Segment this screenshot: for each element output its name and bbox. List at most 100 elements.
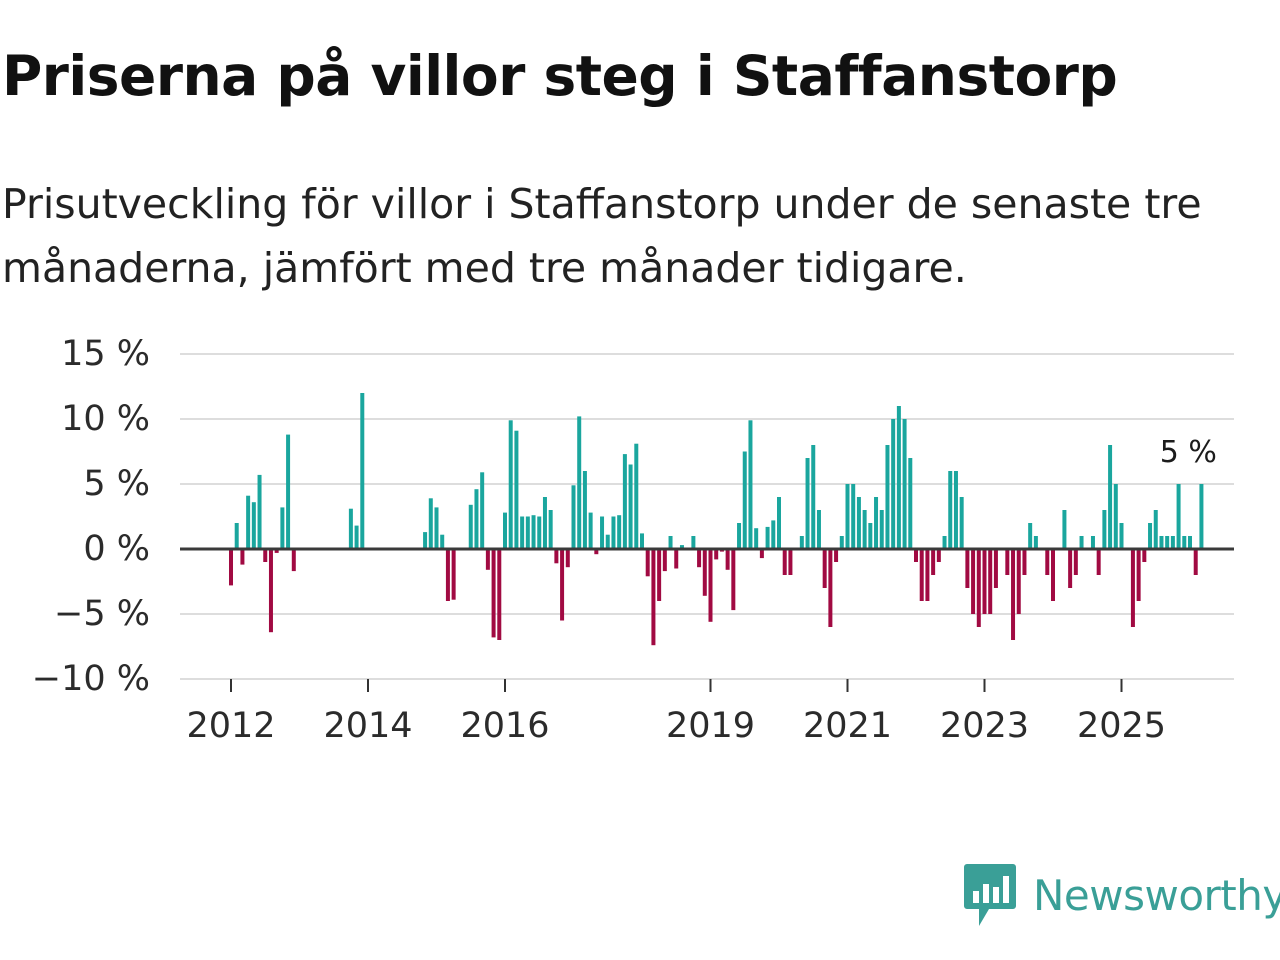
bar: [1193, 549, 1198, 575]
bar: [291, 549, 296, 572]
bar: [1108, 445, 1113, 549]
bar: [674, 549, 679, 569]
bar: [1188, 536, 1192, 549]
bar: [942, 536, 947, 549]
bar: [423, 532, 428, 549]
bar: [657, 549, 662, 601]
bar: [628, 464, 633, 549]
bar: [520, 516, 525, 549]
y-tick-label: 0 %: [83, 529, 150, 569]
bar: [440, 534, 445, 549]
bar: [993, 549, 998, 588]
bar: [428, 498, 433, 549]
bar: [611, 516, 616, 549]
bar: [988, 549, 993, 614]
bar: [856, 497, 861, 549]
bar: [645, 549, 650, 577]
bar: [702, 549, 707, 596]
bar: [588, 512, 593, 549]
bar: [1090, 536, 1095, 549]
bar: [474, 489, 479, 549]
bar: [834, 549, 839, 562]
y-tick-label: 5 %: [83, 464, 150, 504]
bar: [480, 472, 485, 549]
bar: [1148, 523, 1153, 549]
bar: [1016, 549, 1021, 614]
bar: [1153, 510, 1158, 549]
bar: [571, 485, 576, 549]
bar: [354, 525, 359, 549]
bar: [874, 497, 879, 549]
bar: [862, 510, 867, 549]
bar: [914, 549, 918, 562]
bar: [737, 523, 742, 549]
bar: [805, 458, 810, 549]
y-tick-label: 10 %: [61, 399, 150, 439]
bar: [600, 516, 605, 549]
bar: [503, 512, 507, 549]
bar: [246, 495, 251, 549]
bar: [777, 497, 781, 549]
bar: [811, 445, 816, 549]
x-tick-label: 2021: [803, 706, 892, 746]
annotation-group: 5 %: [1160, 435, 1217, 470]
bar: [936, 549, 941, 562]
bar: [1033, 536, 1038, 549]
bar: [1011, 549, 1016, 640]
y-axis-labels: 15 % 10 % 5 % 0 % −5 % −10 %: [32, 334, 150, 699]
x-tick-label: 2023: [940, 706, 1029, 746]
x-axis: 2012 2014 2016 2019 2021 2023 2025: [186, 679, 1166, 746]
bar: [953, 471, 958, 549]
bar: [1068, 549, 1073, 588]
bar: [1142, 549, 1147, 562]
x-tick-label: 2019: [666, 706, 755, 746]
y-tick-label: −5 %: [54, 594, 150, 634]
bar: [274, 549, 279, 553]
bar: [1022, 549, 1027, 575]
bar: [468, 504, 473, 549]
bar: [971, 549, 976, 614]
bar: [508, 420, 513, 549]
bar: [617, 515, 622, 549]
bar: [582, 471, 587, 549]
bar: [1130, 549, 1135, 627]
bar: [1182, 536, 1187, 549]
bar: [651, 549, 656, 646]
bar: [742, 451, 747, 549]
bar: [531, 515, 536, 549]
bar: [771, 520, 776, 549]
bar: [976, 549, 981, 627]
x-tick-label: 2016: [460, 706, 549, 746]
bar: [360, 393, 365, 549]
bar: [925, 549, 930, 601]
chart-subtitle: Prisutveckling för villor i Staffanstorp…: [2, 180, 1202, 292]
bar: [434, 507, 439, 549]
bar: [514, 430, 519, 549]
bar: [565, 549, 570, 568]
bar: [537, 516, 542, 549]
bar: [560, 549, 565, 621]
bar: [1045, 549, 1050, 575]
bar: [1165, 536, 1170, 549]
bar: [1062, 510, 1067, 549]
bar: [240, 549, 245, 565]
bar: [577, 416, 582, 549]
brand-name: Newsworthy: [1033, 870, 1280, 920]
bar: [902, 419, 907, 549]
bar: [868, 523, 873, 549]
bar: [708, 549, 713, 622]
bar: [280, 507, 285, 549]
bar: [251, 502, 256, 549]
bar: [765, 526, 770, 549]
chart-title: Priserna på villor steg i Staffanstorp: [2, 44, 1118, 108]
bar: [759, 549, 764, 559]
bar: [1176, 484, 1181, 549]
bar: [959, 497, 964, 549]
bar: [896, 406, 901, 549]
bar: [234, 523, 239, 549]
bar: [982, 549, 987, 614]
bar: [605, 534, 610, 549]
x-tick-label: 2012: [186, 706, 275, 746]
bar: [525, 516, 530, 549]
